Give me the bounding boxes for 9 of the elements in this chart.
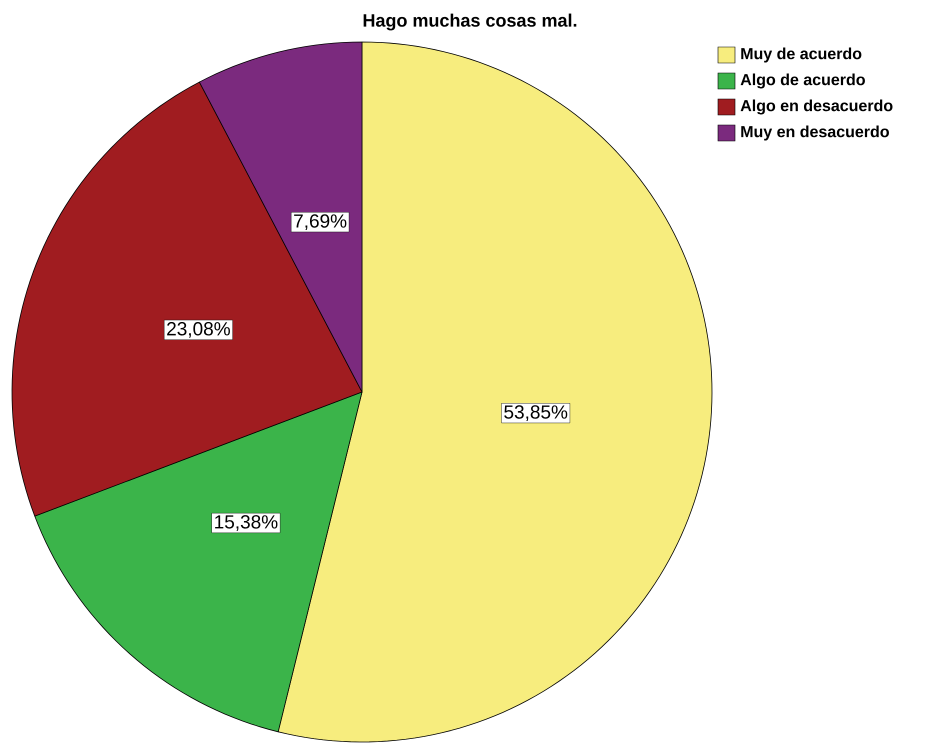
legend-label: Muy en desacuerdo xyxy=(741,126,889,140)
data-label: 15,38% xyxy=(215,515,278,531)
data-label: 7,69% xyxy=(294,214,346,230)
data-label: 53,85% xyxy=(504,405,568,421)
chart-title: Hago muchas cosas mal. xyxy=(364,14,576,30)
legend-label: Algo de acuerdo xyxy=(740,74,865,88)
legend-label: Muy de acuerdo xyxy=(741,48,862,62)
legend-label: Algo en desacuerdo xyxy=(740,100,892,114)
data-label: 23,08% xyxy=(167,322,230,338)
